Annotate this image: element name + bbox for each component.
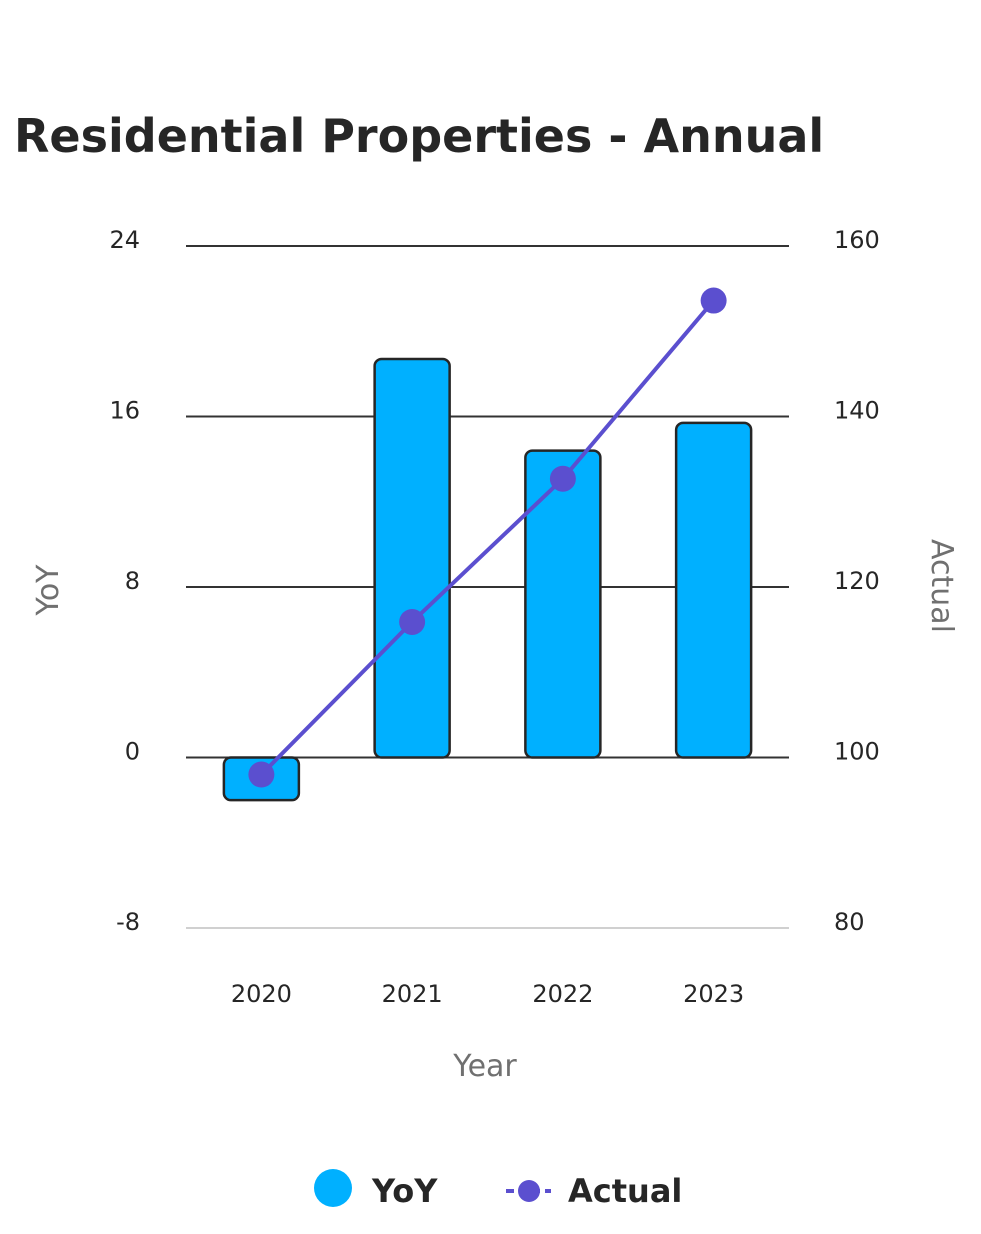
actual-point-2020 — [248, 761, 275, 788]
actual-line-path — [259, 299, 716, 776]
y2-tick-label: 140 — [834, 397, 880, 425]
x-axis-label: Year — [452, 1049, 517, 1084]
legend-yoy-label: YoY — [371, 1172, 438, 1210]
x-axis-ticks: 2020 2021 2022 2023 — [231, 980, 744, 1008]
legend-actual-label: Actual — [568, 1172, 682, 1210]
actual-point-2023 — [700, 287, 727, 314]
x-tick-label: 2021 — [382, 980, 443, 1008]
x-tick-label: 2023 — [683, 980, 744, 1008]
chart-title: Residential Properties - Annual — [14, 109, 824, 163]
y-axis-label: YoY — [31, 564, 66, 617]
y2-tick-label: 160 — [834, 226, 880, 254]
actual-point-2021 — [399, 608, 426, 635]
actual-point-2022 — [549, 465, 576, 492]
bar-2023 — [674, 421, 753, 759]
legend: YoY Actual — [314, 1169, 682, 1210]
y2-tick-label: 80 — [834, 908, 865, 936]
left-axis-ticks: -8 0 8 16 24 — [109, 226, 140, 936]
bar-2021 — [373, 357, 451, 759]
bar-2022 — [524, 449, 602, 759]
y2-axis-label: Actual — [924, 539, 959, 633]
y-tick-label: 0 — [125, 738, 140, 766]
legend-yoy-marker — [314, 1169, 352, 1207]
right-axis-ticks: 80 100 120 140 160 — [834, 226, 880, 936]
actual-line — [248, 287, 727, 788]
y-tick-label: 24 — [109, 226, 140, 254]
y2-tick-label: 120 — [834, 567, 880, 595]
y-tick-label: 8 — [125, 567, 140, 595]
y-tick-label: 16 — [109, 397, 140, 425]
y-tick-label: -8 — [116, 908, 140, 936]
legend-actual-marker — [518, 1180, 540, 1202]
x-tick-label: 2020 — [231, 980, 292, 1008]
y2-tick-label: 100 — [834, 738, 880, 766]
x-tick-label: 2022 — [532, 980, 593, 1008]
